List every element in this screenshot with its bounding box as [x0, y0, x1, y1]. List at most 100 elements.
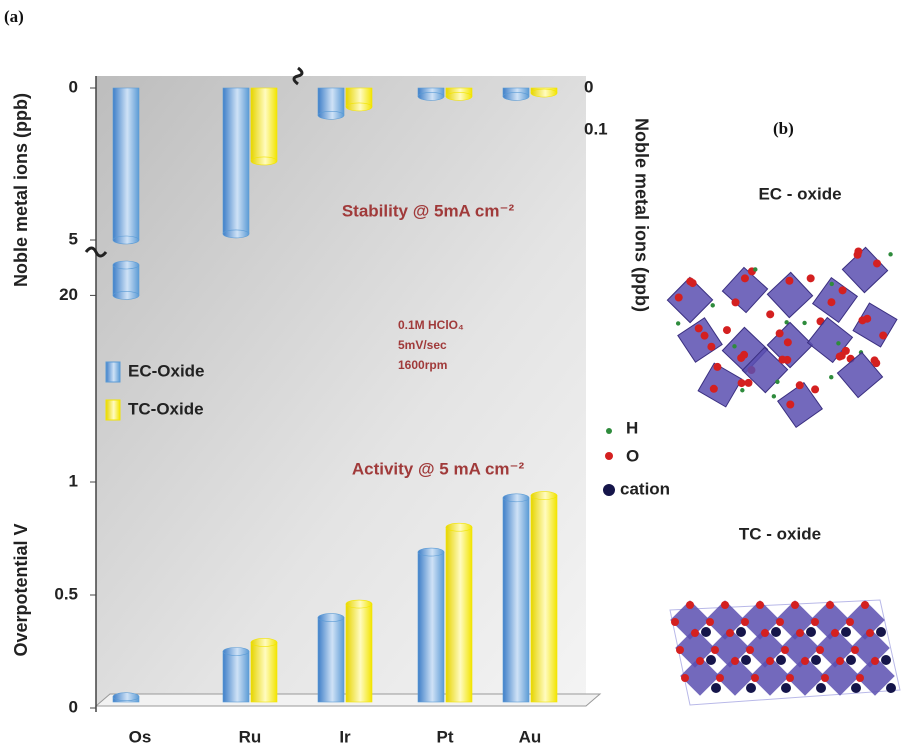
- ec-oxide-structure: [667, 247, 897, 427]
- oxygen: [871, 356, 879, 364]
- cylinder-end: [446, 523, 472, 531]
- legend-label: TC-Oxide: [128, 399, 204, 418]
- oxygen: [746, 646, 754, 654]
- cation: [776, 655, 786, 665]
- oxygen: [836, 353, 844, 361]
- x-tick-label: Os: [129, 727, 152, 746]
- cylinder-end: [318, 111, 344, 119]
- oxygen: [671, 618, 679, 626]
- bar: [113, 88, 139, 299]
- octahedron: [853, 303, 897, 347]
- cylinder-end: [223, 648, 249, 656]
- hydrogen: [775, 380, 779, 384]
- cylinder-end: [346, 103, 372, 111]
- oxygen: [827, 298, 835, 306]
- cylinder-body: [113, 265, 139, 295]
- oxygen: [811, 385, 819, 393]
- cation: [881, 655, 891, 665]
- oxygen: [713, 363, 721, 371]
- oxygen: [821, 674, 829, 682]
- oxygen: [710, 385, 718, 393]
- oxygen: [858, 316, 866, 324]
- bar: [503, 494, 529, 702]
- y2-tick-label: 0: [584, 77, 593, 96]
- oxygen: [691, 629, 699, 637]
- hydrogen: [772, 394, 776, 398]
- cylinder-end: [446, 92, 472, 100]
- bar: [251, 638, 277, 702]
- bar: [418, 548, 444, 702]
- oxygen: [851, 646, 859, 654]
- cylinder-end: [346, 600, 372, 608]
- cylinder-end: [531, 89, 557, 97]
- bar: [418, 88, 444, 100]
- bar: [531, 492, 557, 702]
- oxygen: [842, 347, 850, 355]
- cation: [846, 655, 856, 665]
- hydrogen: [753, 267, 757, 271]
- cation: [706, 655, 716, 665]
- y2-tick-label: 0.1: [584, 119, 608, 138]
- cation: [886, 683, 896, 693]
- tc-oxide-structure: [670, 600, 900, 705]
- cylinder-end: [418, 548, 444, 556]
- oxygen: [681, 674, 689, 682]
- cylinder-end: [113, 236, 139, 244]
- oxygen: [784, 338, 792, 346]
- cation: [736, 627, 746, 637]
- cylinder-body: [418, 552, 444, 702]
- oxygen: [866, 629, 874, 637]
- cylinder-body: [346, 604, 372, 702]
- cylinder-end: [251, 638, 277, 646]
- oxygen: [831, 629, 839, 637]
- cylinder-end: [503, 92, 529, 100]
- bar: [446, 523, 472, 702]
- hydrogen: [802, 321, 806, 325]
- cation: [741, 655, 751, 665]
- cylinder-body: [503, 498, 529, 702]
- oxygen: [726, 629, 734, 637]
- bar: [113, 693, 139, 702]
- cation: [781, 683, 791, 693]
- oxygen: [796, 629, 804, 637]
- oxygen: [879, 331, 887, 339]
- bar: [346, 600, 372, 702]
- oxygen: [786, 400, 794, 408]
- oxygen: [723, 326, 731, 334]
- cylinder-body: [113, 88, 139, 240]
- oxygen: [776, 618, 784, 626]
- cylinder-end: [223, 230, 249, 238]
- oxygen: [706, 618, 714, 626]
- hydrogen: [740, 388, 744, 392]
- x-tick-label: Ir: [339, 727, 351, 746]
- oxygen: [856, 674, 864, 682]
- x-tick-label: Ru: [239, 727, 262, 746]
- cylinder-end: [113, 693, 139, 701]
- oxygen: [716, 674, 724, 682]
- oxygen: [839, 286, 847, 294]
- oxygen: [676, 646, 684, 654]
- chart-title: Stability @ 5mA cm⁻²: [342, 201, 515, 220]
- oxygen: [791, 601, 799, 609]
- oxygen: [696, 657, 704, 665]
- octahedron: [813, 278, 858, 323]
- oxygen: [738, 379, 746, 387]
- oxygen: [801, 657, 809, 665]
- oxygen: [816, 646, 824, 654]
- oxygen: [741, 274, 749, 282]
- oxygen: [707, 343, 715, 351]
- oxygen: [861, 601, 869, 609]
- x-tick-label: Pt: [437, 727, 454, 746]
- cylinder-end: [113, 261, 139, 269]
- oxygen: [701, 332, 709, 340]
- oxygen: [778, 356, 786, 364]
- oxygen: [873, 259, 881, 267]
- oxygen: [751, 674, 759, 682]
- oxygen: [732, 298, 740, 306]
- oxygen: [871, 657, 879, 665]
- cation: [806, 627, 816, 637]
- hydrogen: [836, 341, 840, 345]
- oxygen: [811, 618, 819, 626]
- oxygen: [776, 329, 784, 337]
- y-tick-label: 0.5: [54, 584, 78, 603]
